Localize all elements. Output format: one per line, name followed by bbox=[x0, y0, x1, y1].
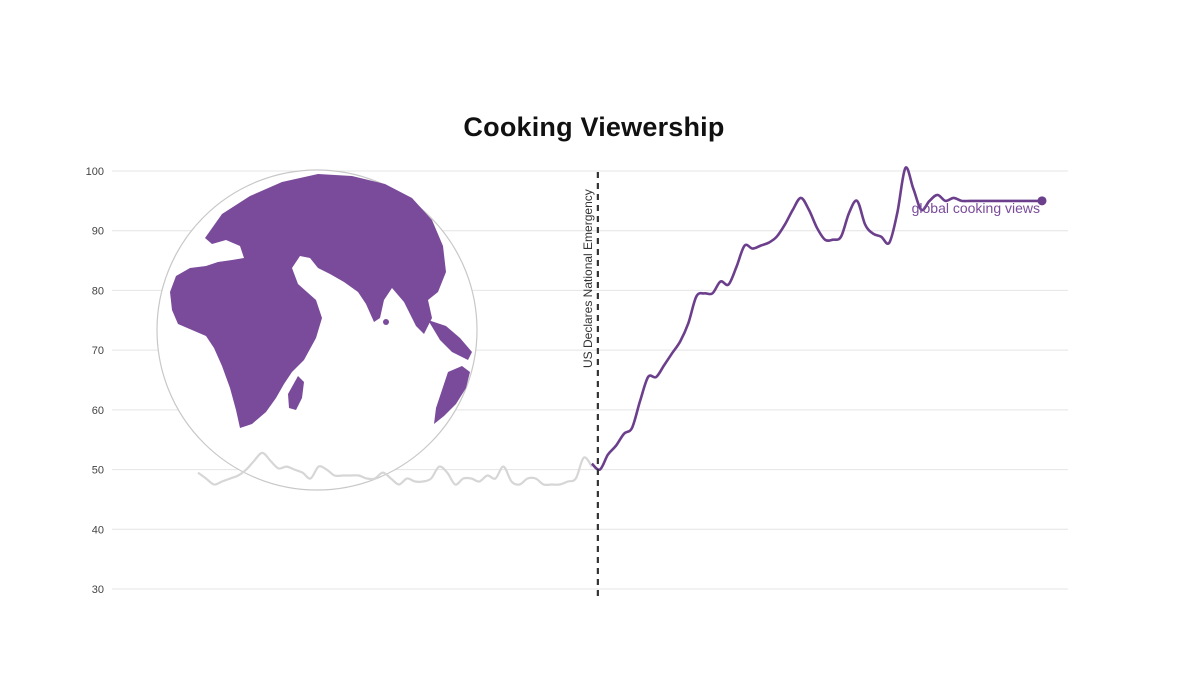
series-line-after-emergency bbox=[590, 166, 1042, 472]
globe-landmass-madagascar bbox=[288, 376, 304, 410]
globe-illustration bbox=[156, 169, 478, 491]
y-tick-label: 50 bbox=[92, 465, 104, 477]
globe-landmass-southeast-asia bbox=[428, 320, 472, 360]
y-tick-label: 40 bbox=[92, 524, 104, 536]
globe-landmass-australia bbox=[434, 366, 470, 424]
series-lines bbox=[197, 166, 1042, 487]
y-tick-label: 90 bbox=[92, 226, 104, 238]
globe-sri-lanka bbox=[383, 319, 389, 325]
chart-title: Cooking Viewership bbox=[463, 112, 725, 142]
y-tick-label: 30 bbox=[92, 584, 104, 596]
y-tick-label: 100 bbox=[86, 166, 104, 178]
y-tick-label: 80 bbox=[92, 285, 104, 297]
series-end-marker bbox=[1037, 196, 1047, 206]
y-tick-label: 60 bbox=[92, 405, 104, 417]
series-label: global cooking views bbox=[912, 200, 1040, 216]
series-line-before-emergency bbox=[197, 451, 593, 487]
y-tick-label: 70 bbox=[92, 345, 104, 357]
globe-landmass-eurasia-africa bbox=[170, 174, 446, 428]
national-emergency-label: US Declares National Emergency bbox=[581, 189, 595, 368]
y-axis-ticks: 100 90 80 70 60 50 40 30 bbox=[86, 166, 104, 596]
